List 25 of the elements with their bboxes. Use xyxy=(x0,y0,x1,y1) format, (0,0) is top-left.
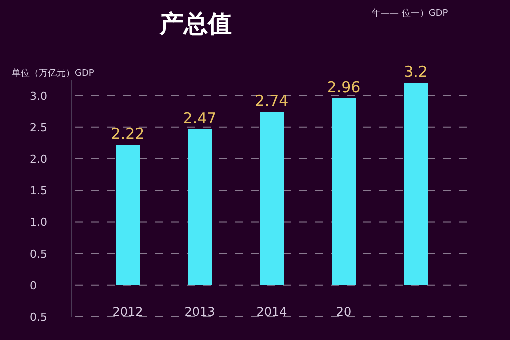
bar xyxy=(116,145,140,286)
text: 年—— 位一）GDP xyxy=(372,8,449,19)
bar xyxy=(404,83,428,286)
y-tick-label: 0 xyxy=(30,279,37,292)
x-tick-label: 2012 xyxy=(112,305,144,319)
data-label: 2.47 xyxy=(183,109,217,128)
data-label: 2.74 xyxy=(255,92,289,110)
y-tick-label: 1.5 xyxy=(30,184,48,198)
bar xyxy=(188,129,212,286)
bar xyxy=(260,112,284,286)
x-tick-label: 2014 xyxy=(256,305,288,319)
data-label: 3.2 xyxy=(404,63,428,82)
chart-title: 产总值 xyxy=(159,10,232,38)
data-label: 2.96 xyxy=(327,78,361,96)
y-tick-label: 3.0 xyxy=(30,90,48,103)
y-tick-label: 0.5 xyxy=(30,248,48,261)
y-axis-title: 单位（万亿元）GDP xyxy=(12,68,95,79)
y-tick-label: 1.0 xyxy=(30,216,48,230)
bar xyxy=(332,98,356,286)
y-tick-label: 0.5 xyxy=(30,311,48,324)
y-tick-label: 2.5 xyxy=(30,121,48,134)
x-tick-label: 20 xyxy=(336,305,352,319)
data-label: 2.22 xyxy=(111,125,145,144)
y-tick-label: 2.0 xyxy=(30,153,48,166)
x-tick-label: 2013 xyxy=(184,305,216,319)
